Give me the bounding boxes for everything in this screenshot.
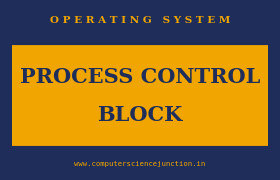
Text: PROCESS CONTROL: PROCESS CONTROL	[20, 66, 260, 87]
Bar	[12, 43, 268, 148]
Text: www.computersciencejunction.in: www.computersciencejunction.in	[74, 161, 206, 167]
Text: BLOCK: BLOCK	[97, 105, 183, 125]
Text: O P E R A T I N G   S Y S T E M: O P E R A T I N G S Y S T E M	[50, 16, 230, 25]
